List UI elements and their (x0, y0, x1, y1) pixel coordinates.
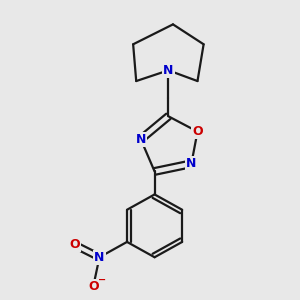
Text: O: O (192, 125, 203, 138)
Text: N: N (136, 133, 146, 146)
Text: N: N (186, 157, 197, 170)
Text: −: − (98, 275, 106, 285)
Text: N: N (94, 251, 105, 264)
Text: O: O (70, 238, 80, 251)
Text: N: N (163, 64, 174, 77)
Text: O: O (88, 280, 99, 293)
